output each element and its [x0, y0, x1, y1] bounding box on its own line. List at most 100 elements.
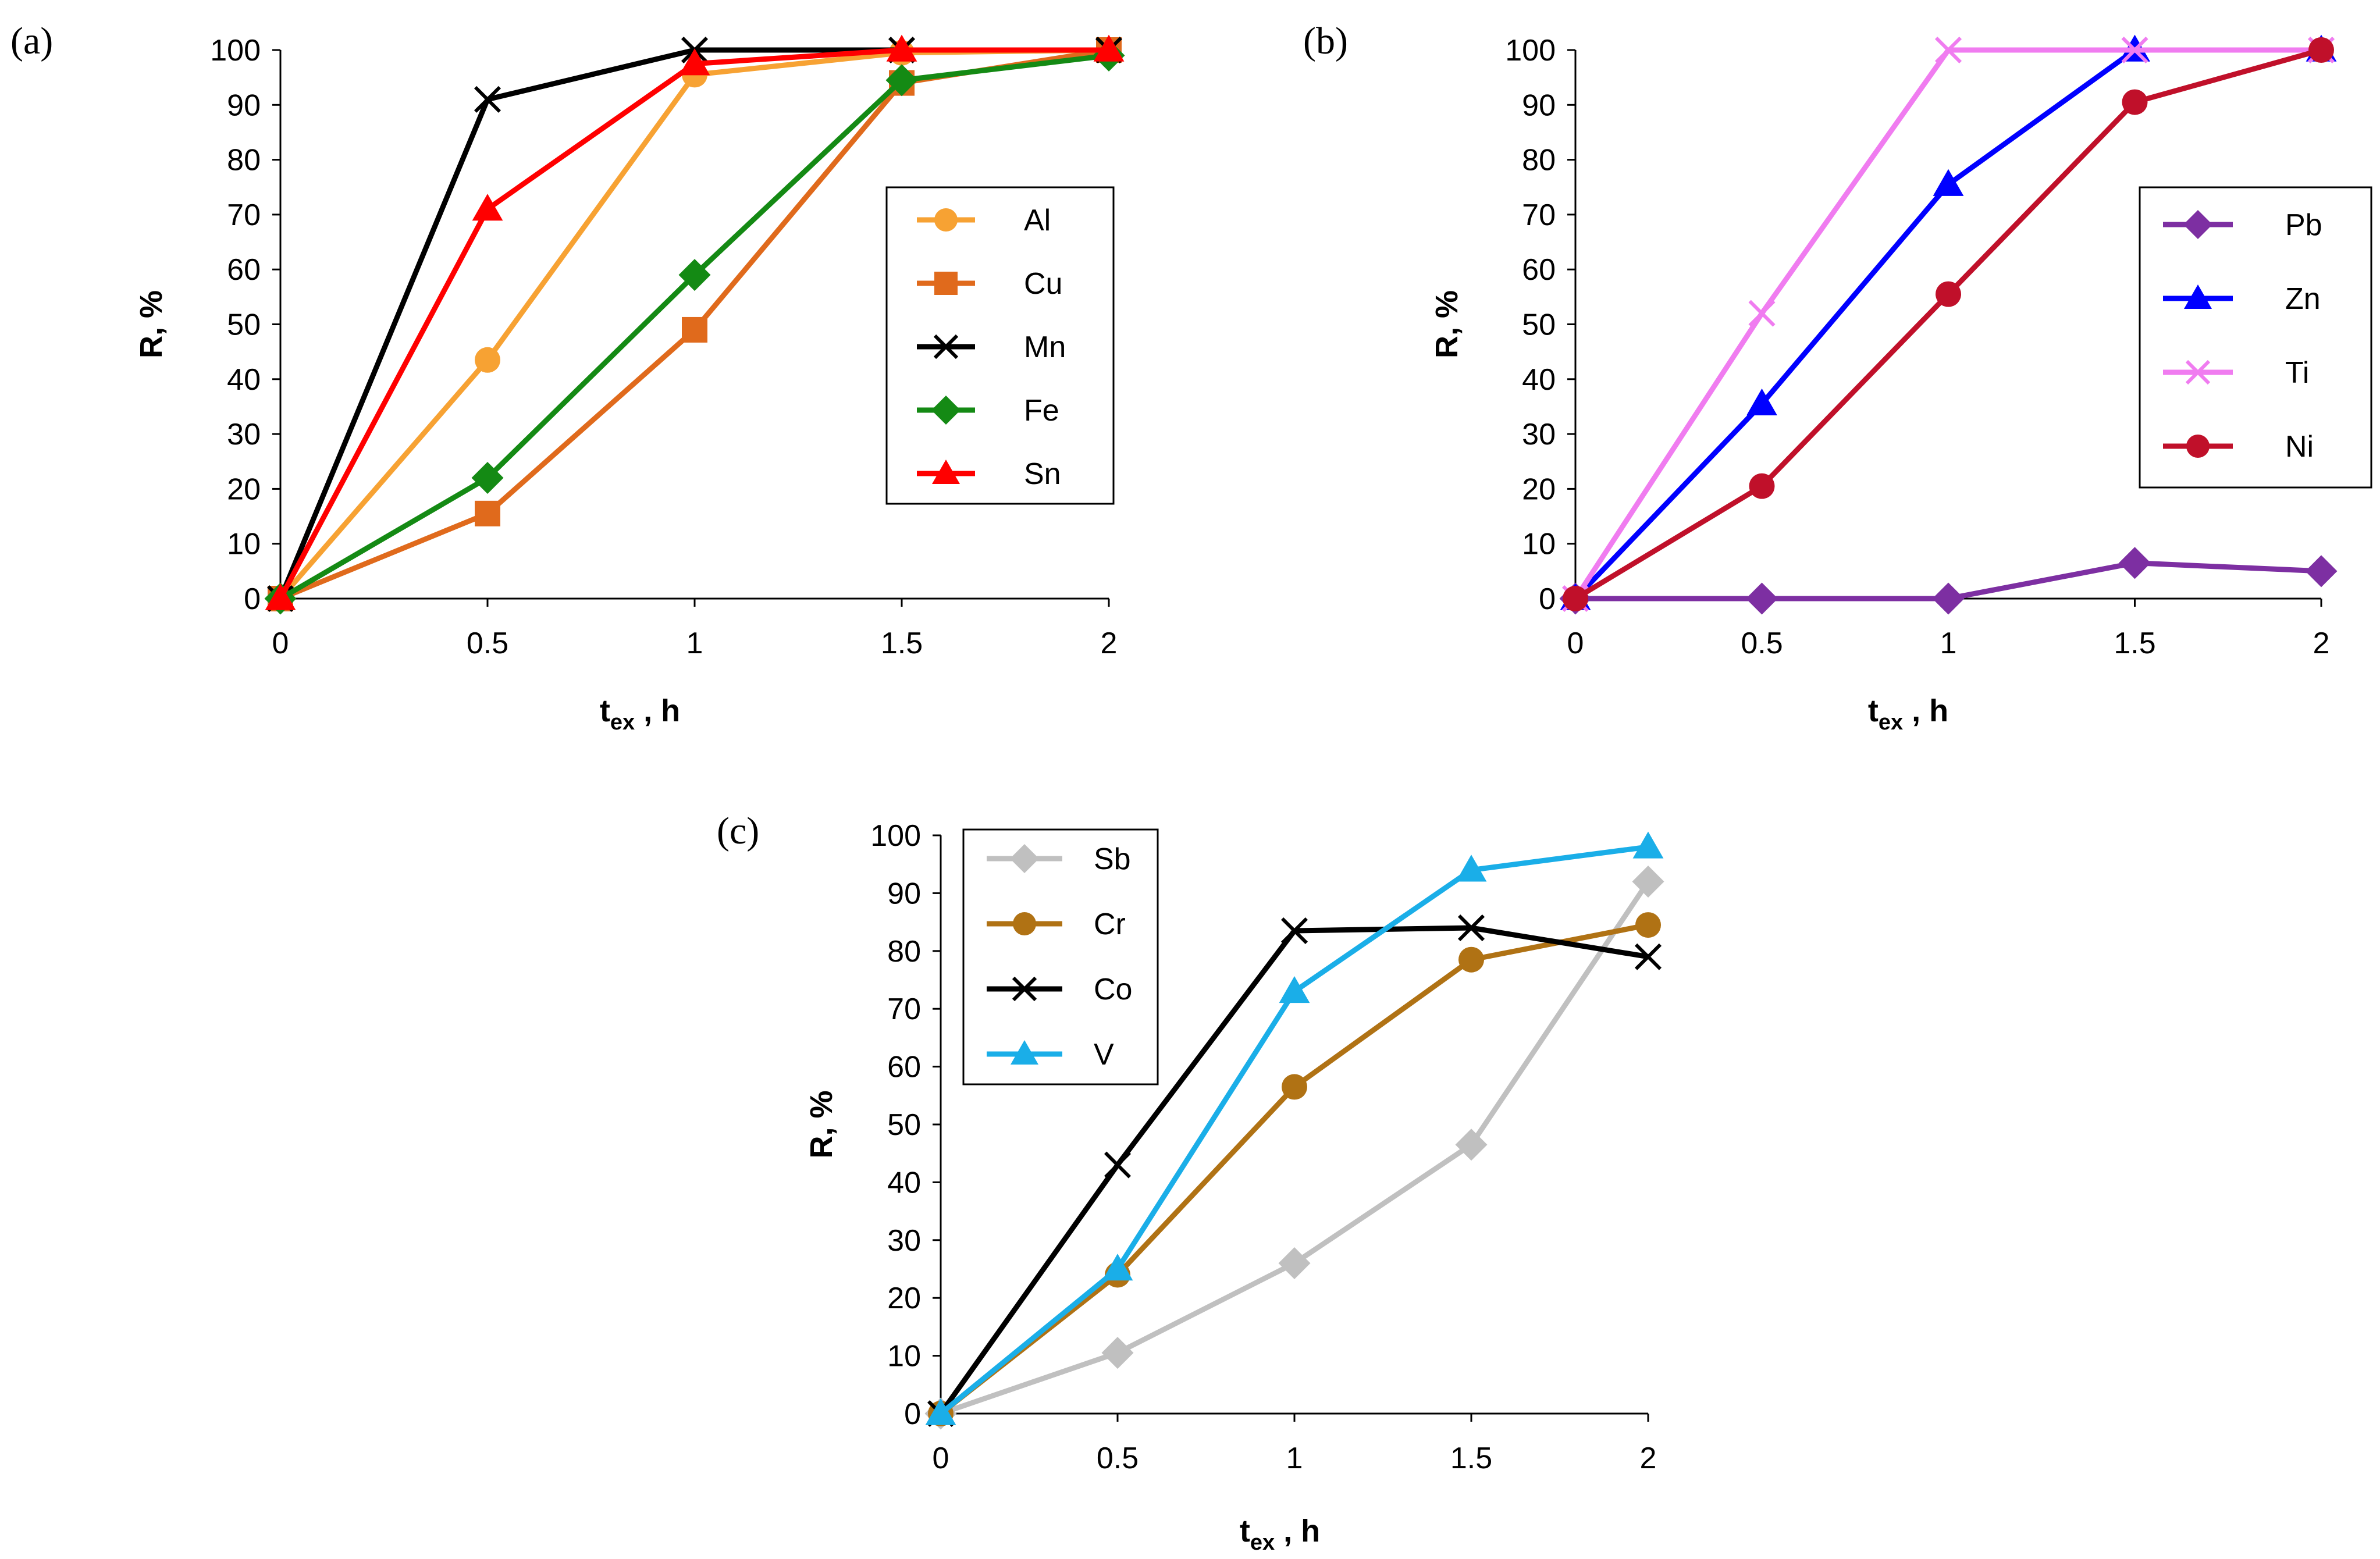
legend-label: Ti — [2285, 356, 2309, 390]
y-tick-label: 100 — [1505, 34, 1556, 67]
series-ni — [1563, 37, 2334, 611]
legend-label: Fe — [1024, 394, 1059, 428]
y-tick-label: 60 — [887, 1051, 921, 1084]
legend-entry-sn: Sn — [917, 457, 1061, 491]
legend-entry-ti: Ti — [2163, 356, 2309, 390]
series-pb — [1559, 547, 2338, 615]
data-point — [1101, 1337, 1134, 1369]
legend-entry-cr: Cr — [987, 907, 1126, 941]
x-tick-label: 0 — [933, 1441, 949, 1475]
x-tick-label: 1.5 — [2114, 627, 2155, 660]
data-point — [1936, 281, 1961, 307]
legend-entry-zn: Zn — [2163, 282, 2321, 316]
x-axis-title-main: t — [1240, 1514, 1250, 1549]
legend-marker — [1013, 912, 1036, 935]
y-tick-label: 0 — [1539, 582, 1556, 616]
legend-box — [2139, 186, 2372, 489]
x-axis-title-sub: ex — [1879, 710, 1903, 735]
y-tick-label: 100 — [870, 819, 921, 853]
y-tick-label: 0 — [904, 1397, 921, 1431]
legend-label: Co — [1094, 973, 1132, 1006]
legend-label: Ni — [2285, 430, 2314, 464]
data-point — [1632, 831, 1664, 859]
data-point — [471, 462, 504, 494]
y-tick-label: 30 — [1522, 418, 1556, 451]
chart-panel-b: (b) 0 10 20 30 40 50 60 70 80 90 100 0 0.5 1 1.5 2 R, % te… — [1303, 20, 2372, 735]
y-tick-label: 0 — [244, 582, 261, 616]
legend-entry-ni: Ni — [2163, 430, 2314, 464]
x-axis-title-unit: , h — [1903, 693, 1948, 728]
data-point — [1279, 976, 1310, 1003]
x-axis-title-sub: ex — [1250, 1530, 1275, 1555]
y-tick-label: 20 — [227, 472, 261, 506]
data-point — [1746, 388, 1777, 416]
data-point — [1634, 943, 1662, 970]
legend-label: Sn — [1024, 457, 1061, 491]
data-point — [886, 34, 917, 62]
x-tick-label: 1.5 — [881, 627, 923, 660]
data-point — [1282, 1074, 1307, 1100]
data-point — [1093, 34, 1125, 62]
x-tick-label: 1 — [686, 627, 703, 660]
y-tick-label: 60 — [227, 253, 261, 287]
x-tick-label: 2 — [1101, 627, 1118, 660]
y-tick-label: 40 — [887, 1166, 921, 1199]
data-point — [1933, 169, 1964, 196]
y-tick-label: 60 — [1522, 253, 1556, 287]
legend-marker — [931, 396, 960, 425]
chart-panel-a: (a) 0 10 20 30 40 50 60 70 80 90 100 0 0.5 1 1.5 2 R, % te… — [10, 20, 1125, 735]
x-axis-title-unit: , h — [1275, 1514, 1320, 1549]
data-point — [475, 500, 500, 526]
panel-label: (b) — [1303, 20, 1348, 62]
y-tick-label: 90 — [887, 877, 921, 910]
series-co — [927, 914, 1662, 1428]
legend-label: Sb — [1094, 842, 1131, 876]
legend-marker — [2186, 435, 2210, 458]
series-sn — [265, 34, 1125, 610]
legend-marker — [2183, 210, 2212, 239]
x-tick-label: 2 — [1640, 1441, 1657, 1475]
data-point — [1456, 855, 1487, 882]
y-tick-label: 20 — [1522, 472, 1556, 506]
data-point — [2122, 89, 2148, 115]
legend-entry-mn: Mn — [917, 330, 1066, 364]
legend-label: Cr — [1094, 907, 1126, 941]
x-axis-title: tex , h — [600, 693, 680, 735]
data-point — [1563, 586, 1588, 611]
data-point — [2308, 37, 2334, 63]
data-point — [678, 259, 711, 291]
panel-label: (a) — [10, 20, 53, 62]
y-tick-label: 80 — [887, 935, 921, 969]
legend-entry-co: Co — [987, 973, 1132, 1006]
x-axis-title-main: t — [1868, 693, 1879, 728]
legend: Al Cu Mn Fe Sn — [885, 186, 1115, 505]
legend-marker — [2184, 284, 2212, 309]
legend-entry-cu: Cu — [917, 267, 1062, 301]
legend-label: Al — [1024, 204, 1051, 237]
data-point — [1934, 36, 1962, 64]
data-point — [1278, 1247, 1311, 1280]
data-point — [925, 1398, 956, 1425]
x-tick-label: 1 — [1286, 1441, 1303, 1475]
legend-label: V — [1094, 1038, 1114, 1072]
data-point — [1455, 1129, 1488, 1161]
x-tick-label: 1.5 — [1450, 1441, 1492, 1475]
data-point — [1457, 914, 1485, 942]
x-tick-label: 0 — [1567, 627, 1584, 660]
series-sb — [924, 866, 1664, 1430]
y-tick-label: 10 — [887, 1340, 921, 1373]
data-point — [1932, 582, 1965, 615]
data-point — [885, 64, 918, 97]
legend-entry-pb: Pb — [2163, 208, 2322, 242]
legend-marker — [1011, 1040, 1038, 1065]
data-point — [472, 194, 503, 221]
legend-label: Zn — [2285, 282, 2321, 316]
data-point — [2121, 36, 2148, 64]
data-point — [1746, 582, 1778, 615]
legend: Sb Cr Co V — [962, 828, 1159, 1085]
x-axis-title: tex , h — [1240, 1514, 1320, 1555]
legend-marker — [933, 334, 959, 360]
y-tick-label: 10 — [1522, 528, 1556, 561]
y-tick-label: 40 — [1522, 363, 1556, 397]
